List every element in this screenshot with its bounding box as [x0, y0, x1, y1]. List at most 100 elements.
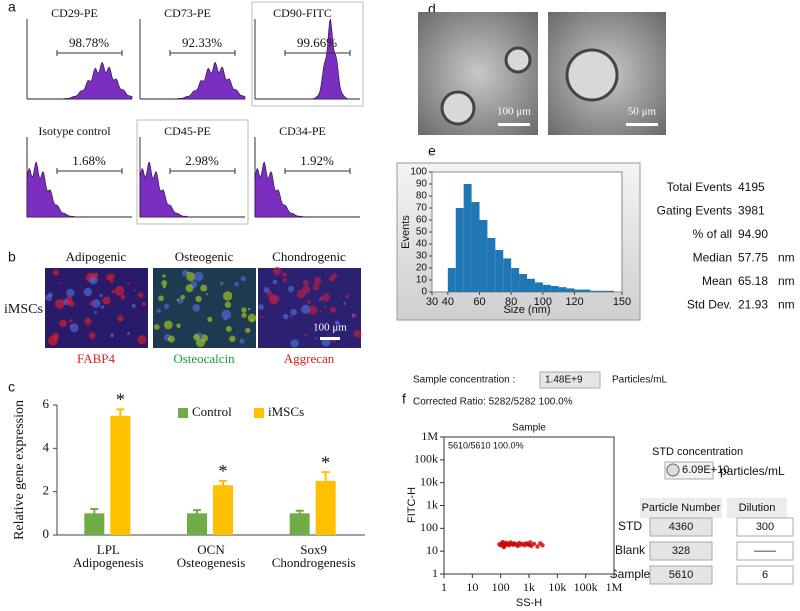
- significance: *: [219, 461, 228, 481]
- stain-texture: [259, 315, 263, 319]
- legend-label: iMSCs: [268, 404, 304, 419]
- flow-title: CD90-FITC: [273, 6, 332, 20]
- scale-label: 100 μm: [497, 106, 531, 118]
- table-header: Particle Number: [642, 502, 721, 514]
- x-tick-sublabel: Adipogenesis: [73, 555, 144, 570]
- vesicle: [504, 46, 532, 74]
- table-cell: [649, 565, 713, 585]
- scatter-point: [531, 541, 537, 547]
- table-cell: [736, 565, 794, 585]
- stain-texture: [52, 269, 60, 276]
- stain-texture: [331, 273, 338, 279]
- bar: [315, 480, 336, 535]
- scale-label: 50 μm: [628, 106, 657, 118]
- stain-texture: [219, 281, 224, 286]
- header-cell: [727, 498, 787, 518]
- stain-texture: [69, 323, 79, 333]
- significance: *: [321, 452, 330, 472]
- gate-bracket: [56, 168, 123, 174]
- flow-histogram: [140, 62, 246, 100]
- stat-unit: nm: [778, 251, 795, 265]
- scatter-point: [501, 544, 507, 550]
- stain-texture: [250, 318, 254, 322]
- stain-texture: [270, 293, 274, 297]
- concentration-unit: Particles/mL: [612, 375, 667, 386]
- stat-label: Gating Events: [657, 204, 732, 218]
- flow-histogram: [255, 18, 360, 100]
- stain-texture: [83, 287, 92, 297]
- y-axis-label: Events: [400, 215, 412, 249]
- std-unit: particles/mL: [720, 464, 785, 478]
- error-bar: [90, 508, 99, 518]
- stat-value: 65.18: [738, 274, 768, 288]
- stain-texture: [114, 285, 125, 296]
- y-tick-label: 60: [416, 215, 428, 226]
- flow-title: CD34-PE: [279, 124, 326, 138]
- header-cell: [640, 498, 722, 518]
- x-axis-label: SS-H: [516, 597, 542, 609]
- histogram-bar: [598, 290, 607, 292]
- stain-texture: [163, 303, 170, 310]
- histogram-bar: [527, 278, 535, 292]
- stat-value: 94.90: [738, 227, 768, 241]
- y-tick-label: 6: [43, 396, 50, 411]
- stain-texture: [163, 320, 173, 330]
- gate-label: 5610/5610 100.0%: [448, 440, 524, 450]
- stat-unit: nm: [778, 298, 795, 312]
- column-header: Osteogenic: [175, 249, 234, 264]
- stain-texture: [185, 284, 194, 293]
- panel-letter: e: [428, 143, 436, 159]
- y-tick-label: 0: [43, 526, 50, 541]
- x-tick-label: OCN: [197, 542, 225, 557]
- stain-texture: [351, 313, 355, 317]
- legend-label: Control: [192, 404, 232, 419]
- stain-texture: [137, 292, 144, 298]
- flow-title: Isotype control: [38, 124, 111, 138]
- y-axis-label: Relative gene expression: [12, 400, 27, 540]
- stat-value: 21.93: [738, 298, 768, 312]
- stat-unit: nm: [778, 274, 795, 288]
- stain-texture: [176, 298, 179, 301]
- x-tick-label: 60: [473, 296, 485, 308]
- histogram-bar: [558, 287, 567, 292]
- stain-texture: [137, 335, 147, 345]
- bar: [213, 485, 233, 535]
- stain-texture: [65, 296, 73, 304]
- stain-texture: [193, 333, 200, 341]
- stain-texture: [221, 309, 232, 320]
- corrected-ratio: Corrected Ratio: 5282/5282 100.0%: [413, 397, 573, 408]
- y-tick-label: 100: [420, 520, 438, 534]
- stain-texture: [289, 315, 293, 318]
- y-tick-label: 1: [432, 566, 438, 580]
- x-tick-label: LPL: [97, 542, 120, 557]
- flow-percent: 92.33%: [182, 35, 222, 50]
- stain-texture: [127, 282, 130, 285]
- std-value: 6.09E+10: [682, 464, 729, 476]
- stain-texture: [92, 273, 98, 279]
- row-label: Blank: [615, 543, 646, 557]
- y-tick-label: 70: [416, 203, 428, 214]
- stat-label: Total Events: [667, 180, 732, 194]
- vesicle: [565, 48, 619, 102]
- error-bar: [295, 509, 304, 516]
- error-bar: [321, 471, 330, 490]
- x-tick-label: 30: [426, 296, 438, 308]
- scale-bar: [626, 123, 658, 126]
- scatter-point: [540, 543, 545, 548]
- stain-texture: [94, 311, 98, 314]
- panel-frame: [136, 119, 249, 225]
- stain-texture: [100, 305, 105, 309]
- stain-texture: [158, 295, 164, 302]
- stain-texture: [89, 301, 94, 306]
- stain-texture: [99, 293, 103, 298]
- histogram-bar: [519, 274, 527, 292]
- flow-histogram: [26, 161, 132, 218]
- x-tick-label: 1k: [523, 580, 535, 594]
- y-tick-label: 4: [43, 439, 50, 454]
- stain-texture: [240, 276, 246, 282]
- table-value: 4360: [669, 521, 693, 533]
- stain-texture: [307, 305, 318, 315]
- flow-percent: 98.78%: [69, 35, 109, 50]
- stain-texture: [282, 277, 288, 283]
